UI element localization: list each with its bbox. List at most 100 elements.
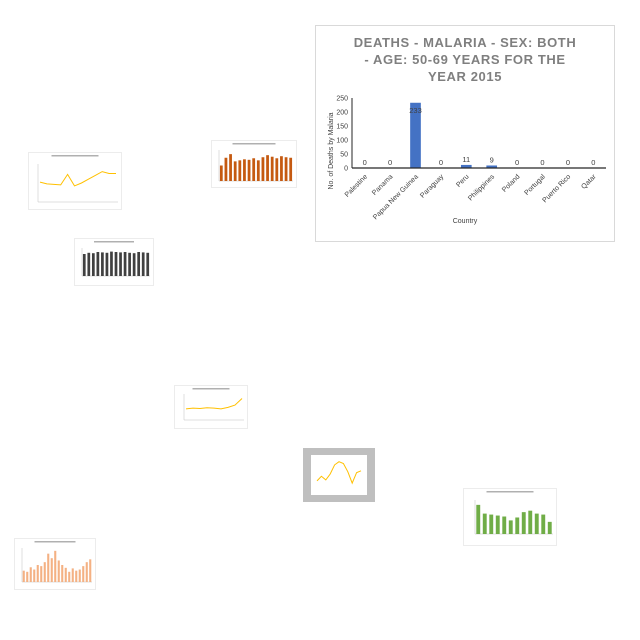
bar — [229, 154, 232, 181]
bar — [26, 571, 29, 582]
bar — [252, 158, 256, 181]
thumbnail-bar-chart-6 — [463, 488, 557, 546]
y-axis-title: No. of Deaths by Malaria — [328, 112, 335, 189]
bar — [85, 562, 88, 582]
bar — [275, 158, 279, 181]
bar — [119, 252, 122, 276]
bar — [82, 566, 85, 582]
x-tick-label: Panama — [371, 173, 394, 196]
bar — [132, 253, 136, 276]
thumbnail-chart-4 — [174, 385, 248, 429]
bar — [54, 550, 57, 582]
bar — [91, 253, 95, 276]
thumbnail-chart-7 — [14, 538, 96, 590]
thumbnail-title-placeholder — [51, 155, 99, 157]
bar — [495, 515, 500, 534]
bar — [105, 252, 109, 276]
bar — [521, 512, 526, 534]
bar — [40, 566, 43, 582]
thumbnail-title-placeholder — [192, 388, 230, 390]
thumbnail-chart-2 — [211, 140, 297, 188]
x-tick-label: Qatar — [580, 173, 598, 191]
x-axis-title: Country — [453, 218, 478, 225]
chart-title-line-2: - AGE: 50-69 YEARS FOR THE — [364, 52, 565, 67]
x-tick-label: Peru — [455, 173, 470, 188]
bar — [87, 252, 91, 276]
bar — [114, 252, 118, 276]
y-tick-label: 250 — [336, 96, 348, 103]
bar — [534, 513, 539, 534]
bar — [486, 165, 498, 168]
thumbnail-title-placeholder — [94, 241, 134, 243]
bar — [61, 565, 64, 582]
bar — [50, 558, 53, 582]
bar — [71, 568, 74, 582]
thumbnail-border — [174, 385, 248, 429]
bar — [128, 252, 131, 276]
thumbnail-chart-1 — [28, 152, 122, 210]
bar — [284, 157, 288, 181]
y-tick-label: 100 — [336, 138, 348, 145]
data-label: 11 — [462, 155, 470, 164]
thumbnail-chart-3 — [74, 238, 154, 286]
chart-title-line-1: DEATHS - MALARIA - SEX: BOTH — [354, 35, 577, 50]
bar — [78, 569, 81, 582]
bar — [75, 570, 78, 582]
bar — [247, 159, 251, 181]
bar — [528, 510, 533, 534]
bar — [508, 520, 513, 534]
data-label: 9 — [490, 155, 494, 164]
bar — [29, 567, 32, 582]
bar — [224, 157, 228, 181]
main-chart-card: DEATHS - MALARIA - SEX: BOTH - AGE: 50-6… — [315, 25, 615, 242]
bar — [489, 514, 494, 534]
bar — [261, 157, 265, 181]
x-tick-label: Portugal — [524, 173, 548, 197]
data-label: 0 — [388, 158, 392, 167]
bar — [460, 164, 472, 168]
thumbnail-plot-area — [311, 455, 367, 495]
bar — [238, 160, 242, 181]
x-tick-label: Paraguay — [419, 173, 445, 199]
bar — [233, 161, 237, 181]
thumbnail-chart-6 — [463, 488, 557, 546]
thumbnail-border — [28, 152, 122, 210]
main-bar-chart: DEATHS - MALARIA - SEX: BOTH - AGE: 50-6… — [328, 35, 606, 225]
data-label: 0 — [515, 158, 519, 167]
bar — [68, 571, 71, 582]
x-tick-label: Poland — [501, 173, 521, 193]
series-line — [185, 398, 243, 410]
bar — [547, 521, 552, 534]
thumbnail-line-chart-4 — [174, 385, 248, 429]
x-tick-label: Palestine — [344, 173, 369, 198]
bar — [57, 560, 60, 582]
y-tick-label: 200 — [336, 110, 348, 117]
data-label: 0 — [591, 158, 595, 167]
data-label: 0 — [439, 158, 443, 167]
bar — [515, 517, 520, 534]
bar — [82, 254, 86, 276]
bar — [101, 252, 104, 276]
bar — [270, 156, 274, 181]
data-label: 233 — [409, 106, 422, 115]
thumbnail-title-placeholder — [232, 143, 276, 145]
thumbnail-bar-chart-3 — [74, 238, 154, 286]
bar — [137, 252, 141, 276]
bar — [96, 252, 100, 276]
thumbnail-line-chart-5 — [303, 448, 375, 502]
series-line — [316, 461, 362, 485]
bar — [141, 252, 145, 276]
thumbnail-chart-5 — [303, 448, 375, 502]
thumbnail-bar-chart-7 — [14, 538, 96, 590]
chart-title-line-3: YEAR 2015 — [428, 69, 502, 84]
bar — [410, 102, 421, 168]
x-tick-label: Papua New Guinea — [372, 173, 420, 221]
bar — [219, 165, 223, 181]
bar — [502, 516, 507, 534]
bar — [47, 553, 50, 582]
bar — [33, 569, 36, 582]
thumbnail-line-chart-1 — [28, 152, 122, 210]
y-tick-label: 50 — [340, 152, 348, 159]
bar — [146, 252, 150, 276]
bar — [36, 565, 39, 582]
